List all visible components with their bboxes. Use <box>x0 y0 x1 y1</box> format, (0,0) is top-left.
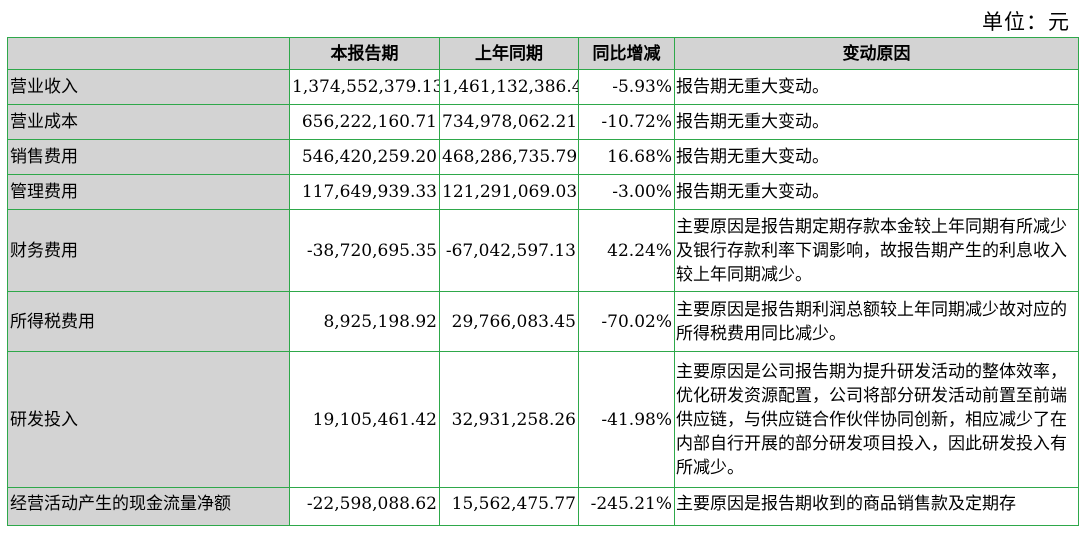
row-item: 经营活动产生的现金流量净额 <box>7 487 290 526</box>
row-reason: 主要原因是公司报告期为提升研发活动的整体效率，优化研发资源配置，公司将部分研发活… <box>674 351 1079 488</box>
row-current: 19,105,461.42 <box>289 351 440 488</box>
row-prior: 32,931,258.26 <box>439 351 579 488</box>
header-prior-period: 上年同期 <box>439 37 579 70</box>
row-reason: 主要原因是报告期定期存款本金较上年同期有所减少及银行存款利率下调影响，故报告期产… <box>674 209 1079 292</box>
row-current: 8,925,198.92 <box>289 291 440 352</box>
header-change-reason: 变动原因 <box>674 37 1079 70</box>
row-current: 117,649,939.33 <box>289 174 440 210</box>
row-reason: 主要原因是报告期利润总额较上年同期减少故对应的所得税费用同比减少。 <box>674 291 1079 352</box>
row-current: 546,420,259.20 <box>289 139 440 175</box>
unit-label: 单位：元 <box>982 10 1070 34</box>
row-item: 营业成本 <box>7 104 290 140</box>
row-prior: 734,978,062.21 <box>439 104 579 140</box>
row-change: -41.98% <box>578 351 675 488</box>
row-prior: 121,291,069.03 <box>439 174 579 210</box>
row-prior: 15,562,475.77 <box>439 487 579 526</box>
header-yoy-change: 同比增减 <box>578 37 675 70</box>
table-row: 营业收入 1,374,552,379.13 1,461,132,386.47 -… <box>7 69 1079 105</box>
table-row: 研发投入 19,105,461.42 32,931,258.26 -41.98%… <box>7 351 1079 488</box>
row-prior: -67,042,597.13 <box>439 209 579 292</box>
row-change: -10.72% <box>578 104 675 140</box>
header-current-period: 本报告期 <box>289 37 440 70</box>
row-current: 1,374,552,379.13 <box>289 69 440 105</box>
row-reason: 报告期无重大变动。 <box>674 69 1079 105</box>
header-item <box>7 37 290 70</box>
row-change: -3.00% <box>578 174 675 210</box>
row-current: -22,598,088.62 <box>289 487 440 526</box>
row-current: 656,222,160.71 <box>289 104 440 140</box>
table-row: 管理费用 117,649,939.33 121,291,069.03 -3.00… <box>7 174 1079 210</box>
row-prior: 1,461,132,386.47 <box>439 69 579 105</box>
table-row: 所得税费用 8,925,198.92 29,766,083.45 -70.02%… <box>7 291 1079 352</box>
row-current: -38,720,695.35 <box>289 209 440 292</box>
row-reason: 报告期无重大变动。 <box>674 139 1079 175</box>
row-reason: 主要原因是报告期收到的商品销售款及定期存 <box>674 487 1079 526</box>
row-item: 所得税费用 <box>7 291 290 352</box>
row-prior: 29,766,083.45 <box>439 291 579 352</box>
row-item: 营业收入 <box>7 69 290 105</box>
table-row: 经营活动产生的现金流量净额 -22,598,088.62 15,562,475.… <box>7 487 1079 526</box>
row-change: -245.21% <box>578 487 675 526</box>
row-item: 管理费用 <box>7 174 290 210</box>
table-row: 销售费用 546,420,259.20 468,286,735.79 16.68… <box>7 139 1079 175</box>
row-change: 16.68% <box>578 139 675 175</box>
table-header-row: 本报告期 上年同期 同比增减 变动原因 <box>7 37 1079 70</box>
financial-table: 本报告期 上年同期 同比增减 变动原因 营业收入 1,374,552,379.1… <box>7 37 1079 526</box>
row-reason: 报告期无重大变动。 <box>674 104 1079 140</box>
row-item: 销售费用 <box>7 139 290 175</box>
table-row: 营业成本 656,222,160.71 734,978,062.21 -10.7… <box>7 104 1079 140</box>
row-reason: 报告期无重大变动。 <box>674 174 1079 210</box>
row-change: 42.24% <box>578 209 675 292</box>
row-change: -5.93% <box>578 69 675 105</box>
table-row: 财务费用 -38,720,695.35 -67,042,597.13 42.24… <box>7 209 1079 292</box>
row-item: 财务费用 <box>7 209 290 292</box>
row-prior: 468,286,735.79 <box>439 139 579 175</box>
row-item: 研发投入 <box>7 351 290 488</box>
row-change: -70.02% <box>578 291 675 352</box>
